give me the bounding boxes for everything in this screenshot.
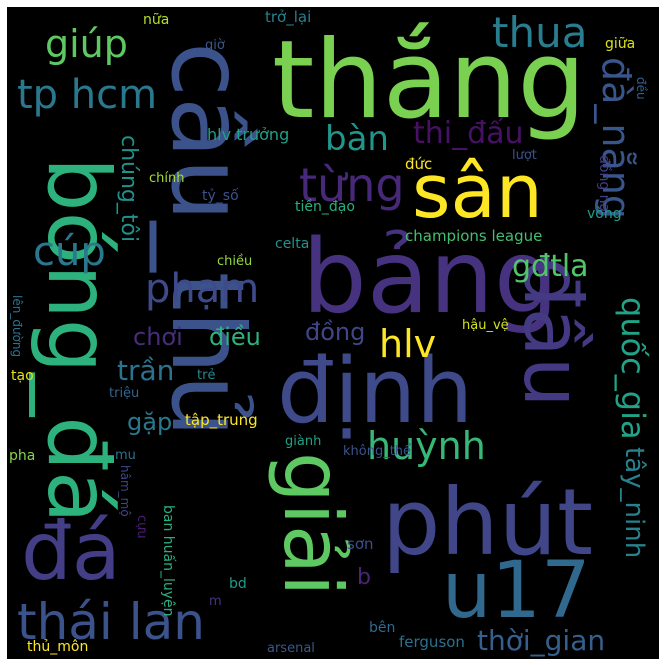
word-quoc-gia: quốc_gia: [614, 297, 652, 440]
word-da: đá: [21, 505, 121, 598]
word-thang: thắng: [272, 18, 586, 143]
word-nua: nữa: [143, 12, 170, 28]
word-gianh: giành: [285, 434, 322, 449]
word-ben: bên: [369, 620, 396, 636]
word-giua: giữa: [605, 36, 636, 52]
word-deu: đều: [634, 77, 648, 100]
word-dinh: định: [277, 339, 474, 444]
word-ham-mo: hâm_mộ: [118, 465, 132, 517]
word-ty-so: tỷ_số: [202, 188, 239, 204]
word-chung-toi: chúng_tôi: [116, 135, 141, 243]
word-cloud: cầu_thủ thắng sân bảng bóng_đá đầu định …: [7, 7, 659, 659]
word-son: sơn: [347, 535, 374, 553]
word-celta: celta: [275, 236, 310, 252]
word-bong-da: bóng_đá: [28, 157, 128, 524]
word-trieu: triệu: [109, 386, 140, 401]
word-pha: pha: [9, 448, 36, 464]
word-mu: mu: [115, 448, 136, 463]
word-hau-ve: hậu_vệ: [462, 318, 509, 333]
word-huynh: huỳnh: [367, 424, 486, 468]
word-gio: giờ: [205, 38, 225, 53]
word-thoi-gian: thời_gian: [477, 624, 606, 657]
word-bd: bd: [229, 576, 247, 592]
word-tre: trẻ: [197, 368, 216, 383]
word-gap: gặp: [127, 408, 173, 436]
word-chieu: chiều: [217, 254, 253, 269]
word-thu-mon: thủ_môn: [27, 639, 89, 655]
word-tp-hcm: tp hcm: [17, 72, 158, 118]
word-hlv-truong: hlv trưởng: [207, 125, 290, 144]
word-giup: giúp: [45, 22, 128, 66]
word-khong-the: không_thể: [343, 444, 412, 459]
word-pham: phạm: [145, 266, 260, 312]
word-cau-thu: cầu_thủ: [149, 42, 266, 438]
word-choi: chơi: [133, 323, 183, 351]
word-dong: đồng: [305, 318, 366, 346]
word-b: b: [357, 565, 371, 590]
word-tap-trung: tập_trung: [185, 411, 258, 429]
word-tao: tạo: [11, 368, 34, 384]
word-phut: phút: [382, 469, 594, 576]
word-giai: giải: [266, 452, 359, 597]
word-thai-lan: thái lan: [17, 593, 205, 651]
word-tro-lai: trở_lại: [265, 8, 312, 26]
word-cup: cúp: [33, 229, 106, 275]
word-cuu: cựu: [134, 515, 149, 539]
word-bang: bảng: [302, 218, 559, 337]
word-tien-dao: tiền_đạo: [295, 199, 355, 215]
word-chinh: chính: [149, 171, 185, 186]
word-arsenal: arsenal: [267, 641, 315, 656]
word-duc: đức: [405, 155, 433, 173]
word-u17: u17: [442, 546, 591, 636]
word-thi-dau: thi_đấu: [413, 116, 524, 151]
word-tung: từng: [299, 158, 405, 212]
word-luot: lượt: [512, 148, 537, 163]
word-da-nang: đà_nẵng: [594, 57, 638, 219]
word-champions-league: champions league: [405, 227, 543, 245]
word-dong-nai: đồng nai: [596, 155, 612, 217]
word-ferguson: ferguson: [399, 633, 465, 651]
word-len-duong: lên_đường: [10, 295, 24, 358]
word-thua: thua: [492, 8, 588, 57]
word-gdtla: gđtla: [512, 249, 589, 284]
word-tran: trần: [117, 354, 175, 387]
word-tay-ninh: tây_ninh: [619, 447, 649, 559]
word-m: m: [209, 594, 222, 609]
word-dieu: điều: [209, 323, 261, 351]
word-hlv: hlv: [379, 322, 437, 366]
word-ban: bàn: [325, 119, 389, 159]
word-dau: đầu: [506, 257, 599, 408]
word-san: sân: [412, 149, 543, 235]
word-vong: vòng: [587, 206, 622, 222]
word-ban-huan-luyen: ban huấn_luyện: [160, 505, 176, 617]
